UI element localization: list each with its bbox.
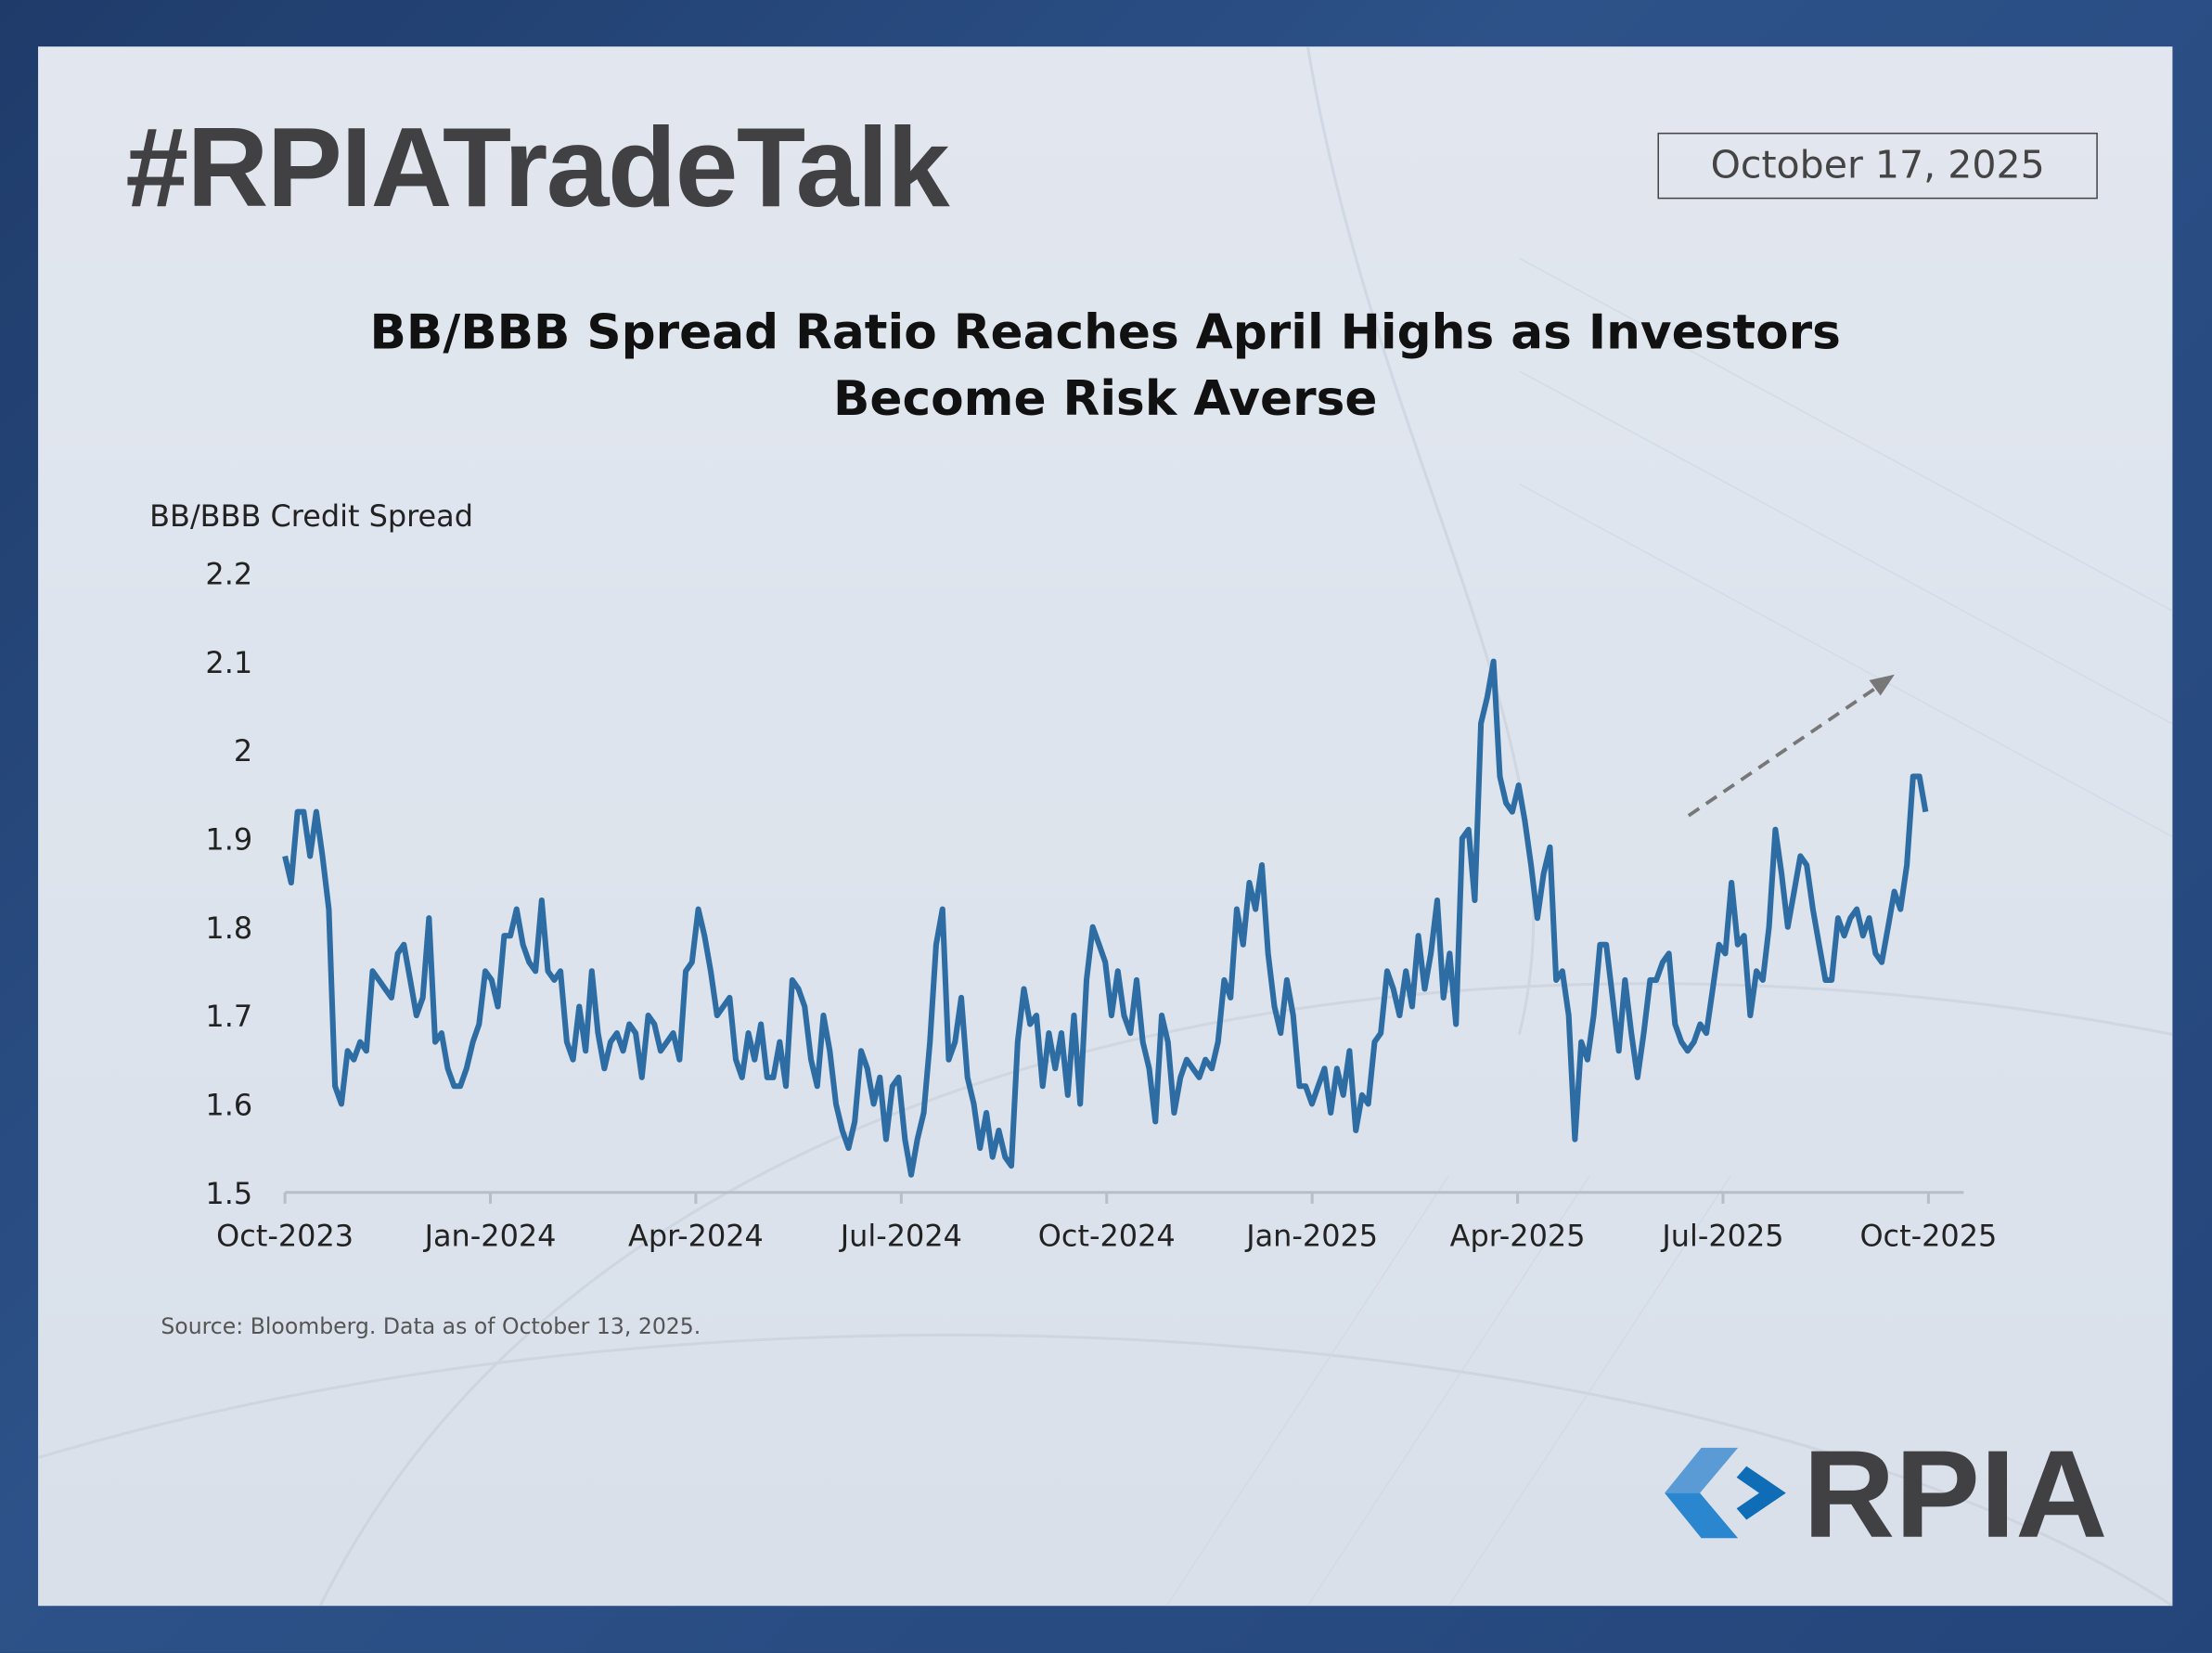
source-note: Source: Bloomberg. Data as of October 13…	[161, 1313, 701, 1339]
y-tick-label: 2.1	[205, 645, 252, 680]
chart-title-line-1: BB/BBB Spread Ratio Reaches April Highs …	[369, 304, 1841, 362]
logo-chevron-bottom	[1665, 1492, 1739, 1539]
logo-chevron-top	[1665, 1447, 1739, 1493]
logo-chevron-right	[1736, 1466, 1786, 1520]
rpia-logo: RPIA	[1665, 1443, 2107, 1549]
x-tick-label: Apr-2025	[1450, 1219, 1586, 1254]
date-box: October 17, 2025	[1657, 132, 2098, 200]
chart-title: BB/BBB Spread Ratio Reaches April Highs …	[38, 301, 2172, 433]
trend-arrow-line	[1687, 684, 1881, 818]
x-tick-label: Oct-2024	[1038, 1219, 1176, 1254]
brand-title: #RPIATradeTalk	[125, 104, 949, 230]
background-decoration	[38, 46, 2173, 1607]
y-tick-label: 2	[234, 733, 252, 768]
x-tick-label: Oct-2025	[1859, 1219, 1997, 1254]
x-tick-label: Jul-2024	[839, 1219, 962, 1254]
content-panel: #RPIATradeTalk October 17, 2025 BB/BBB S…	[38, 46, 2173, 1607]
x-tick-label: Apr-2024	[628, 1219, 764, 1254]
y-tick-label: 1.8	[205, 910, 252, 946]
x-tick-label: Jan-2025	[1244, 1219, 1378, 1254]
x-tick-label: Oct-2023	[216, 1219, 354, 1254]
trend-arrow-head	[1869, 674, 1895, 696]
x-tick-label: Jan-2024	[423, 1219, 557, 1254]
y-tick-label: 2.2	[205, 556, 252, 591]
y-tick-label: 1.5	[205, 1176, 252, 1211]
spread-ratio-line	[282, 658, 1929, 1178]
x-tick-label: Jul-2025	[1660, 1219, 1783, 1254]
y-tick-label: 1.9	[205, 821, 252, 857]
y-tick-label: 1.7	[205, 999, 252, 1034]
chart-title-line-2: Become Risk Averse	[832, 370, 1378, 428]
y-tick-label: 1.6	[205, 1088, 252, 1123]
line-chart: BB/BBB Credit Spread 1.5 1.6 1.7 1.8 1.9 2 2.1 2…	[149, 498, 1997, 1254]
logo-text: RPIA	[1803, 1443, 2107, 1549]
y-axis-label: BB/BBB Credit Spread	[149, 498, 473, 534]
